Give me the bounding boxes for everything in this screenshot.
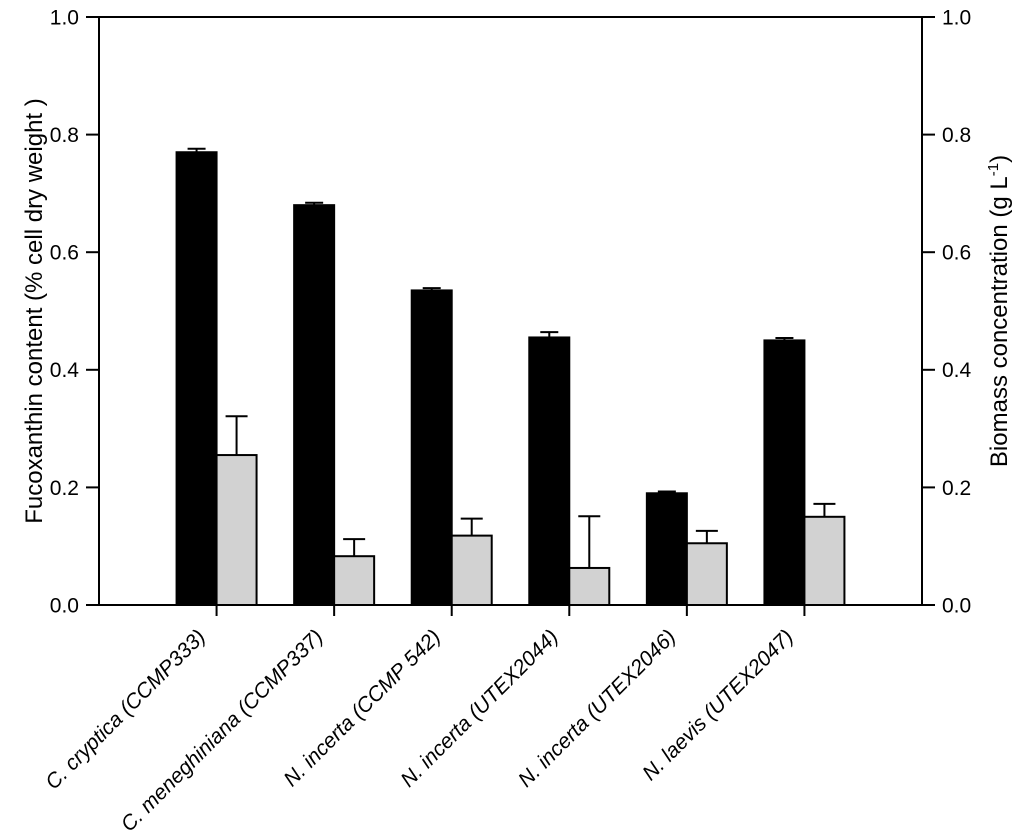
bar-fucoxanthin bbox=[293, 204, 336, 606]
y-axis-tick-label-left: 0.4 bbox=[50, 359, 80, 382]
bar-biomass bbox=[450, 534, 493, 607]
y-axis-tick-label-right: 1.0 bbox=[942, 6, 971, 29]
bar-fucoxanthin bbox=[528, 336, 571, 606]
y-axis-tick-label-right: 0.6 bbox=[942, 242, 971, 265]
bar-fucoxanthin bbox=[410, 289, 453, 606]
y-axis-tick-label-right: 0.0 bbox=[942, 594, 971, 617]
y-axis-title-right-close: ) bbox=[986, 155, 1013, 163]
bar-biomass bbox=[685, 542, 728, 607]
y-axis-tick-label-right: 0.4 bbox=[942, 359, 972, 382]
y-axis-tick-label-left: 0.6 bbox=[50, 242, 79, 265]
y-axis-title-right-text: Biomass concentration (g L bbox=[986, 176, 1013, 467]
plot-box bbox=[98, 16, 923, 606]
y-axis-title-right: Biomass concentration (g L-1) bbox=[985, 155, 1013, 467]
bar-fucoxanthin bbox=[175, 151, 218, 607]
y-axis-title-left: Fucoxanthin content (% cell dry weight ) bbox=[21, 98, 48, 524]
y-axis-tick-label-left: 1.0 bbox=[50, 6, 79, 29]
y-axis-tick-label-right: 0.8 bbox=[942, 124, 971, 147]
bar-biomass bbox=[215, 454, 258, 606]
bar-biomass bbox=[333, 555, 376, 606]
y-axis-tick-label-left: 0.8 bbox=[50, 124, 79, 147]
y-axis-tick-label-left: 0.2 bbox=[50, 477, 79, 500]
bar-biomass bbox=[803, 515, 846, 606]
bar-fucoxanthin bbox=[645, 492, 688, 606]
y-axis-tick-label-left: 0.0 bbox=[50, 594, 79, 617]
bars-group bbox=[175, 147, 846, 607]
bar-fucoxanthin bbox=[763, 339, 806, 606]
y-axis-title-right-superscript: -1 bbox=[985, 163, 1002, 176]
bar-biomass bbox=[568, 566, 611, 606]
y-axis-tick-label-right: 0.2 bbox=[942, 477, 971, 500]
